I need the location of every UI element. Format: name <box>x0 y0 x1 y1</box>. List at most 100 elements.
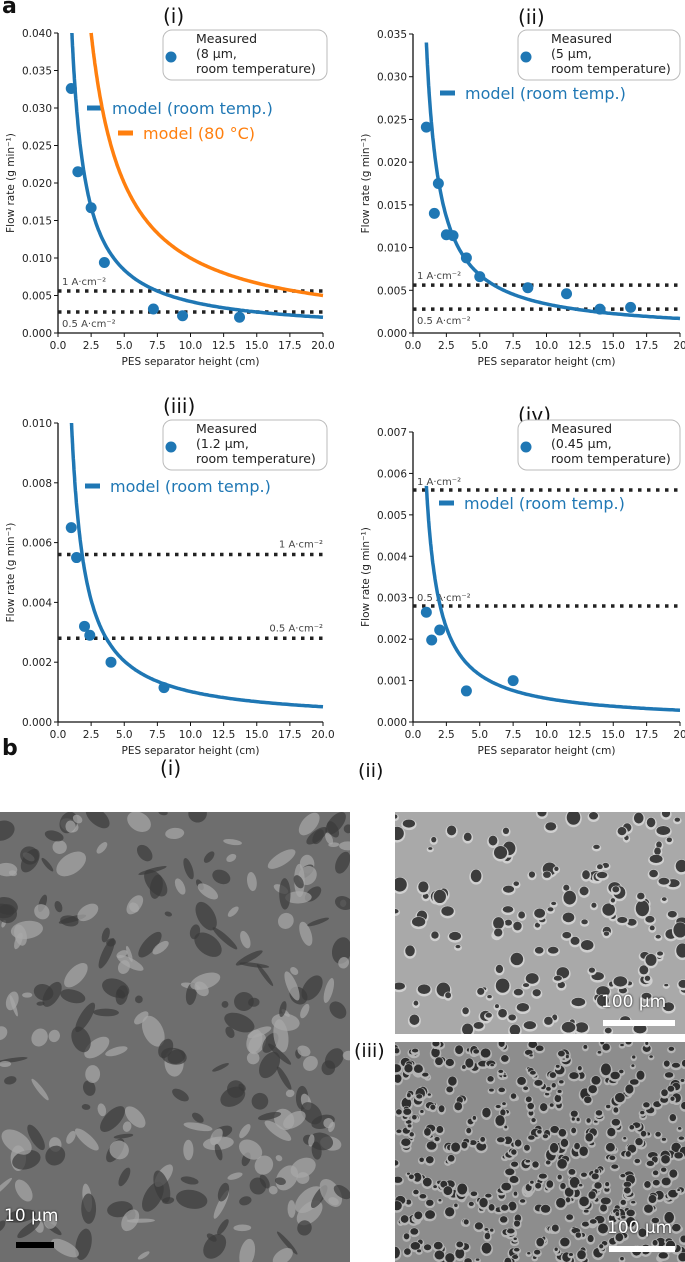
sem-texture <box>4 1076 17 1085</box>
sem-pore <box>661 1089 668 1097</box>
model-curve-blue <box>69 423 324 709</box>
sem-pore <box>577 1250 586 1260</box>
sem-pore <box>493 845 508 860</box>
sem-pore <box>681 1101 685 1110</box>
sem-pore <box>404 1248 411 1255</box>
sem-pore <box>594 1182 602 1189</box>
sem-texture <box>0 1220 6 1233</box>
sem-pore <box>430 1104 436 1110</box>
sem-pore <box>645 915 655 923</box>
sem-pore <box>589 1219 597 1224</box>
sem-pore <box>498 1008 507 1018</box>
sem-pore <box>411 916 426 927</box>
sem-pore <box>473 1022 484 1029</box>
sem-pore <box>449 931 462 941</box>
sem-texture <box>117 960 130 975</box>
sem-pore <box>480 1048 491 1058</box>
sem-pore <box>575 1232 582 1238</box>
sem-texture <box>51 1238 79 1258</box>
sem-texture <box>264 1120 292 1141</box>
x-tick-label: 12.5 <box>568 340 591 352</box>
sem-pore <box>527 1252 531 1255</box>
sem-texture <box>246 1029 263 1053</box>
sem-pore <box>395 1047 400 1054</box>
measured-legend-label: (1.2 µm, <box>196 436 249 451</box>
sem-texture <box>227 906 239 917</box>
sem-pore <box>402 819 416 828</box>
sem-texture <box>43 1211 58 1229</box>
sem-pore <box>626 918 637 926</box>
sem-pore <box>395 877 407 892</box>
sem-pore <box>646 817 656 828</box>
sem-texture <box>259 1174 270 1189</box>
sem-pore <box>436 1125 444 1133</box>
sem-pore <box>445 992 452 999</box>
sem-texture <box>12 1149 41 1170</box>
sem-texture <box>239 1124 251 1139</box>
sem-pore <box>475 1258 480 1261</box>
y-tick-label: 0.006 <box>22 538 52 550</box>
measured-point <box>432 178 444 189</box>
x-tick-label: 20.0 <box>311 340 334 352</box>
sem-pore <box>534 908 546 918</box>
sem-pore <box>422 1072 429 1077</box>
scale-label-iii: 100 µm <box>607 1218 673 1238</box>
panel-a-label: a <box>2 0 17 19</box>
sem-pore <box>445 1253 455 1262</box>
scale-bar-i <box>16 1242 54 1248</box>
sem-pore <box>417 1249 422 1253</box>
sem-pore <box>591 1075 601 1085</box>
sem-pore <box>502 906 514 913</box>
sem-pore <box>615 1233 624 1242</box>
sem-pore <box>565 1197 571 1203</box>
sem-texture <box>227 1080 245 1098</box>
x-tick-label: 20.0 <box>311 729 334 741</box>
sem-pore <box>534 1249 541 1255</box>
sem-texture <box>137 1251 150 1260</box>
sem-pore <box>416 1094 423 1099</box>
sem-pore <box>501 1182 512 1191</box>
y-tick-label: 0.030 <box>377 72 407 84</box>
sem-pore <box>623 1187 631 1194</box>
sem-pore <box>445 1207 455 1217</box>
sem-pore <box>403 1108 412 1115</box>
sem-pore <box>535 1045 544 1052</box>
sem-texture <box>251 1092 269 1110</box>
reference-line-label: 1 A·cm⁻² <box>62 277 106 288</box>
model-legend-label: model (room temp.) <box>465 84 626 103</box>
sem-texture <box>64 962 88 988</box>
sem-pore <box>463 1219 469 1225</box>
sem-texture <box>134 1011 149 1025</box>
sem-pore <box>554 866 559 872</box>
sem-pore <box>446 1086 454 1093</box>
sem-pore <box>638 1228 647 1237</box>
sem-texture <box>283 1110 306 1129</box>
sem-texture <box>323 978 335 1004</box>
sem-pore <box>501 1055 509 1062</box>
sem-pore <box>631 1064 635 1068</box>
y-tick-label: 0.006 <box>377 468 407 480</box>
sem-texture <box>327 821 340 838</box>
sem-texture <box>6 1209 36 1223</box>
sem-pore <box>671 1062 681 1068</box>
sem-pore <box>535 1182 542 1189</box>
sem-pore <box>410 1241 421 1250</box>
y-tick-label: 0.010 <box>377 243 407 255</box>
sem-pore <box>427 1093 431 1096</box>
model-curve-blue <box>70 33 324 320</box>
sem-texture <box>239 1196 252 1206</box>
x-tick-label: 7.5 <box>149 729 166 741</box>
x-tick-label: 10.0 <box>535 340 558 352</box>
sem-pore <box>568 1168 576 1175</box>
sem-pore <box>484 1228 489 1231</box>
sem-pore <box>604 1027 612 1034</box>
sem-texture <box>162 1197 175 1204</box>
sem-pore <box>472 1115 477 1120</box>
sem-pore <box>470 1191 478 1197</box>
measured-point <box>234 311 246 323</box>
sem-pore <box>632 1055 636 1059</box>
sem-texture <box>116 950 128 959</box>
sem-pore <box>434 1250 445 1260</box>
sem-pore <box>395 1246 400 1259</box>
